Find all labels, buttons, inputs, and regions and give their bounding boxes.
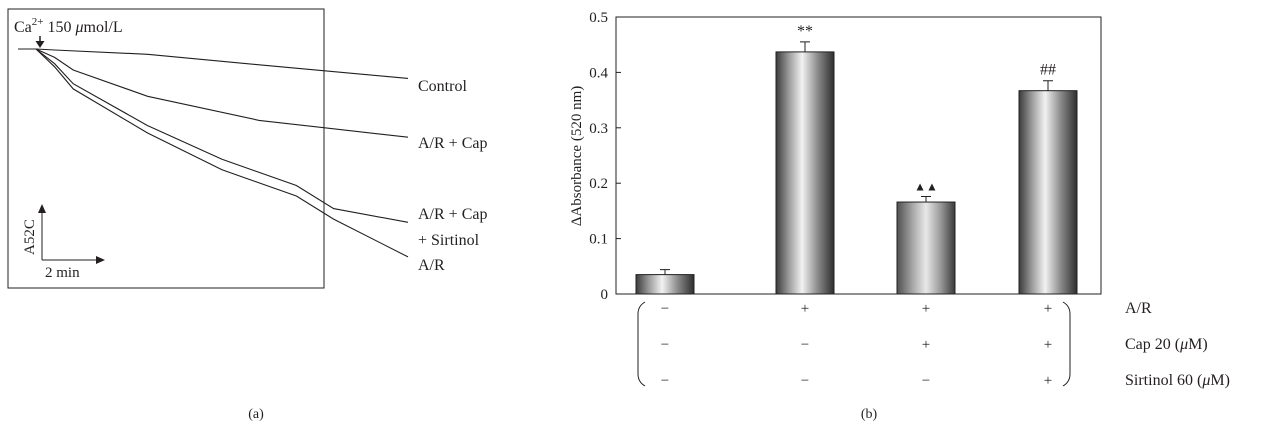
stimulus-mu: μ	[75, 19, 84, 36]
trace-label-ar-cap-sirtinol-line1: A/R + Cap	[418, 206, 487, 223]
condition-label-prefix: Sirtinol 60 (	[1125, 372, 1202, 389]
error-bar	[800, 41, 810, 52]
condition-label: Cap 20 (μM)	[1125, 336, 1208, 353]
scale-bar-y-label: A52C	[22, 219, 38, 255]
condition-label-suffix: M)	[1210, 372, 1230, 389]
y-tick-label: 0.4	[589, 65, 608, 81]
condition-sign: −	[922, 373, 930, 389]
significance-marker: ▲▲	[914, 179, 938, 193]
plot-frame	[615, 16, 1102, 295]
trace-ar-cap	[18, 48, 409, 138]
condition-sign: −	[801, 337, 809, 353]
stimulus-prefix: Ca	[14, 19, 32, 36]
trace-ar	[18, 48, 409, 258]
trace-control	[18, 48, 409, 79]
error-bar	[921, 195, 931, 203]
right-bracket	[1062, 301, 1071, 387]
y-tick-label: 0.5	[589, 10, 608, 26]
stimulus-superscript: 2+	[32, 16, 44, 28]
condition-sign: +	[801, 301, 809, 317]
trace-label-ar-cap: A/R + Cap	[418, 135, 487, 152]
error-bar	[660, 269, 670, 275]
condition-label-prefix: Cap 20 (	[1125, 336, 1180, 353]
stimulus-label: Ca2+ 150 μmol/L	[14, 16, 123, 36]
trace-label-ar: A/R	[418, 257, 445, 274]
panel-b-label: (b)	[861, 407, 878, 422]
y-axis-title-text: Absorbance (520 nm)	[569, 86, 585, 217]
y-axis: 0 0.1 0.2 0.3 0.4 0.5	[589, 10, 621, 303]
bar	[1018, 90, 1078, 295]
scale-bar	[38, 204, 105, 264]
left-bracket	[637, 301, 646, 387]
panel-a-label: (a)	[248, 407, 264, 422]
significance-marker: **	[797, 23, 813, 40]
condition-label-suffix: M)	[1188, 336, 1208, 353]
y-tick-label: 0	[601, 287, 609, 303]
condition-sign: −	[661, 301, 669, 317]
trace-ar-cap-sirtinol	[18, 48, 409, 223]
condition-sign: +	[1044, 337, 1052, 353]
condition-sign: −	[801, 373, 809, 389]
bar	[896, 201, 956, 295]
panel-b: ΔAbsorbance (520 nm) 0 0.1 0.2 0.3 0.4 0.5 **…	[569, 10, 1230, 422]
y-axis-title: ΔAbsorbance (520 nm)	[569, 86, 585, 226]
condition-sign: −	[661, 373, 669, 389]
panel-a: Ca2+ 150 μmol/L Control A/R + Cap A/R + …	[7, 8, 487, 422]
condition-sign: +	[922, 337, 930, 353]
y-tick-label: 0.2	[589, 176, 608, 192]
condition-sign: +	[1044, 301, 1052, 317]
condition-sign: +	[922, 301, 930, 317]
condition-label-mu: μ	[1201, 372, 1210, 389]
condition-label-mu: μ	[1179, 336, 1188, 353]
trace-label-ar-cap-sirtinol-line2: + Sirtinol	[418, 232, 480, 249]
condition-sign: +	[1044, 373, 1052, 389]
panel-a-frame	[7, 8, 325, 289]
condition-label: A/R	[1125, 300, 1152, 317]
condition-sign: −	[661, 337, 669, 353]
stimulus-unit: mol/L	[84, 19, 123, 36]
y-tick-label: 0.3	[589, 121, 608, 137]
scale-bar-x-label: 2 min	[45, 265, 80, 281]
bar	[775, 51, 835, 295]
significance-marker: ##	[1040, 62, 1056, 79]
trace-label-control: Control	[418, 78, 467, 95]
bar	[635, 274, 695, 295]
condition-label: Sirtinol 60 (μM)	[1125, 372, 1230, 389]
y-tick-label: 0.1	[589, 232, 608, 248]
error-bar	[1043, 80, 1053, 91]
stimulus-arrow	[35, 36, 45, 48]
bars: ** ▲▲ ##	[635, 23, 1078, 295]
stimulus-suffix: 150	[44, 19, 76, 36]
y-axis-title-delta: Δ	[569, 216, 585, 226]
conditions-table: − + + + A/R− − + + Cap 20 (μM)− − − + Sirtinol 60 (μ…	[637, 300, 1230, 389]
